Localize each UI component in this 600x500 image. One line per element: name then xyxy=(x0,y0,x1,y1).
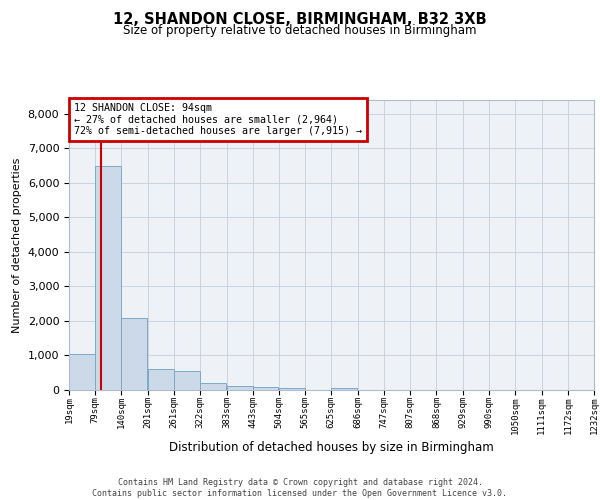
Y-axis label: Number of detached properties: Number of detached properties xyxy=(12,158,22,332)
Bar xyxy=(227,386,253,390)
Bar xyxy=(174,370,200,390)
Bar xyxy=(121,318,148,390)
Bar xyxy=(200,383,226,390)
Bar xyxy=(95,166,121,390)
Text: Size of property relative to detached houses in Birmingham: Size of property relative to detached ho… xyxy=(123,24,477,37)
Bar xyxy=(253,387,278,390)
Bar xyxy=(148,370,174,390)
Bar xyxy=(69,354,95,390)
X-axis label: Distribution of detached houses by size in Birmingham: Distribution of detached houses by size … xyxy=(169,441,494,454)
Text: 12, SHANDON CLOSE, BIRMINGHAM, B32 3XB: 12, SHANDON CLOSE, BIRMINGHAM, B32 3XB xyxy=(113,12,487,28)
Bar xyxy=(331,388,357,390)
Text: 12 SHANDON CLOSE: 94sqm
← 27% of detached houses are smaller (2,964)
72% of semi: 12 SHANDON CLOSE: 94sqm ← 27% of detache… xyxy=(74,103,362,136)
Bar xyxy=(279,388,305,390)
Text: Contains HM Land Registry data © Crown copyright and database right 2024.
Contai: Contains HM Land Registry data © Crown c… xyxy=(92,478,508,498)
